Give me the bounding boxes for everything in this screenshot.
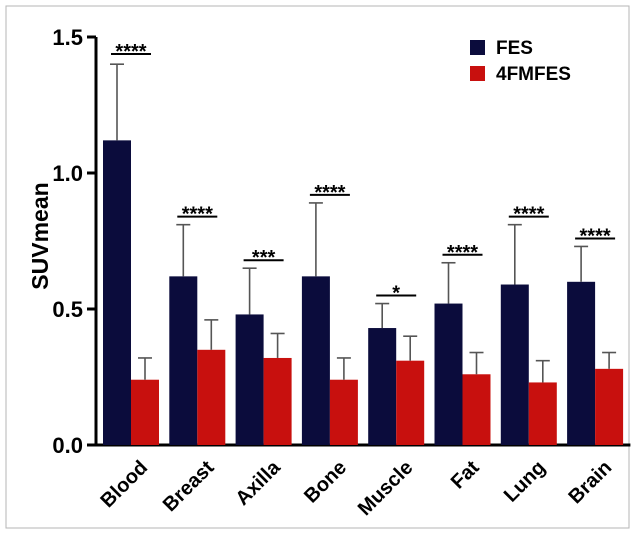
legend-label-4fmfes: 4FMFES [496, 64, 571, 85]
bar-fes-breast [169, 276, 198, 445]
legend: FES 4FMFES [470, 38, 571, 85]
bar-4fmfes-bone [329, 379, 358, 445]
significance-label-axilla: *** [252, 247, 276, 269]
legend-label-fes: FES [496, 38, 533, 59]
bar-fes-muscle [368, 328, 397, 445]
bar-4fmfes-lung [528, 382, 557, 445]
bar-4fmfes-blood [131, 379, 159, 445]
significance-label-brain: **** [580, 225, 611, 247]
bar-fes-axilla [235, 314, 264, 445]
significance-markers: **************************** [111, 41, 616, 305]
significance-label-lung: **** [513, 204, 544, 226]
y-tick-label: 0.5 [52, 297, 83, 322]
y-tick-label: 0.0 [52, 433, 83, 458]
legend-swatch-fes [470, 40, 485, 55]
bar-fes-brain [567, 281, 596, 445]
y-tick-label: 1.5 [52, 25, 83, 50]
bar-fes-blood [103, 140, 131, 446]
bar-fes-bone [301, 276, 330, 445]
bar-4fmfes-breast [197, 349, 226, 445]
bars [103, 140, 624, 446]
y-axis-label: SUVmean [27, 182, 53, 289]
bar-4fmfes-axilla [263, 357, 292, 445]
significance-label-fat: **** [447, 242, 478, 264]
significance-label-muscle: * [392, 283, 400, 305]
bar-fes-lung [500, 284, 529, 445]
significance-label-blood: **** [115, 41, 146, 63]
y-tick-label: 1.0 [52, 161, 83, 186]
bar-4fmfes-fat [462, 374, 491, 445]
error-bars [110, 63, 617, 383]
significance-label-breast: **** [182, 204, 213, 226]
bar-4fmfes-brain [595, 368, 624, 445]
bar-fes-fat [434, 303, 463, 445]
bar-4fmfes-muscle [396, 360, 425, 445]
significance-label-bone: **** [314, 182, 345, 204]
legend-swatch-4fmfes [470, 66, 485, 81]
